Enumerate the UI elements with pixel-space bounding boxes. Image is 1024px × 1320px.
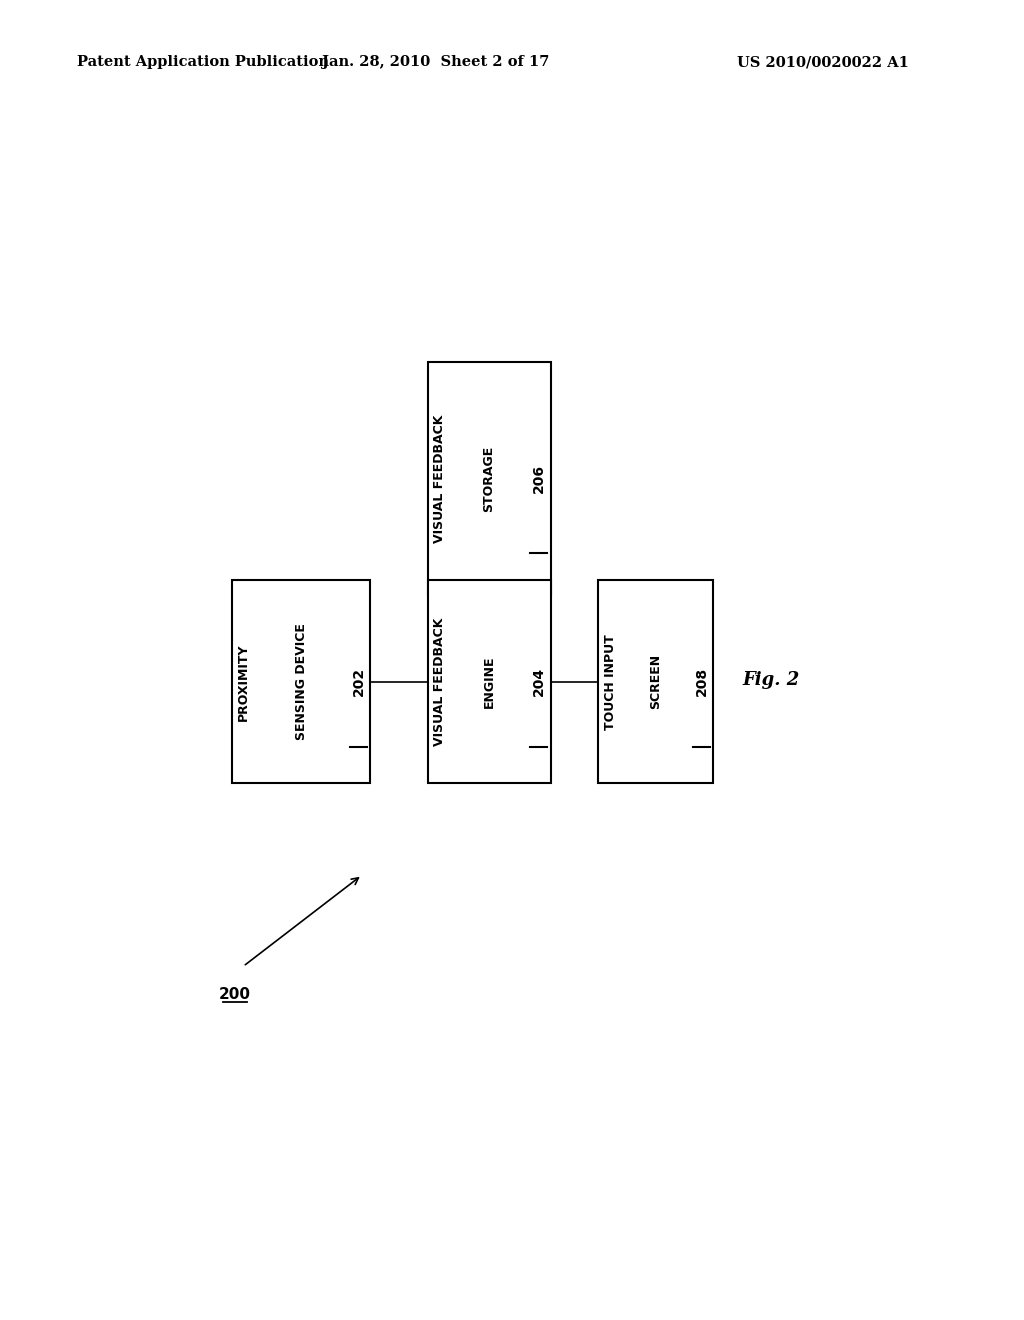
Text: ENGINE: ENGINE	[482, 656, 496, 708]
Text: Fig. 2: Fig. 2	[742, 671, 800, 689]
Text: PROXIMITY: PROXIMITY	[237, 643, 250, 721]
Bar	[598, 581, 714, 784]
Text: SCREEN: SCREEN	[649, 655, 663, 709]
Text: VISUAL FEEDBACK: VISUAL FEEDBACK	[433, 414, 446, 543]
Bar	[428, 362, 551, 595]
Text: US 2010/0020022 A1: US 2010/0020022 A1	[737, 55, 909, 70]
Bar	[231, 581, 371, 784]
Text: TOUCH INPUT: TOUCH INPUT	[603, 634, 616, 730]
Text: 208: 208	[694, 668, 709, 697]
Text: Jan. 28, 2010  Sheet 2 of 17: Jan. 28, 2010 Sheet 2 of 17	[322, 55, 549, 70]
Text: SENSING DEVICE: SENSING DEVICE	[295, 623, 307, 741]
Bar	[428, 581, 551, 784]
Text: VISUAL FEEDBACK: VISUAL FEEDBACK	[433, 618, 446, 746]
Text: 206: 206	[531, 465, 546, 494]
Text: 204: 204	[531, 668, 546, 697]
Text: 202: 202	[351, 668, 366, 697]
Text: 200: 200	[219, 987, 251, 1002]
Text: STORAGE: STORAGE	[482, 445, 496, 512]
Text: Patent Application Publication: Patent Application Publication	[77, 55, 329, 70]
